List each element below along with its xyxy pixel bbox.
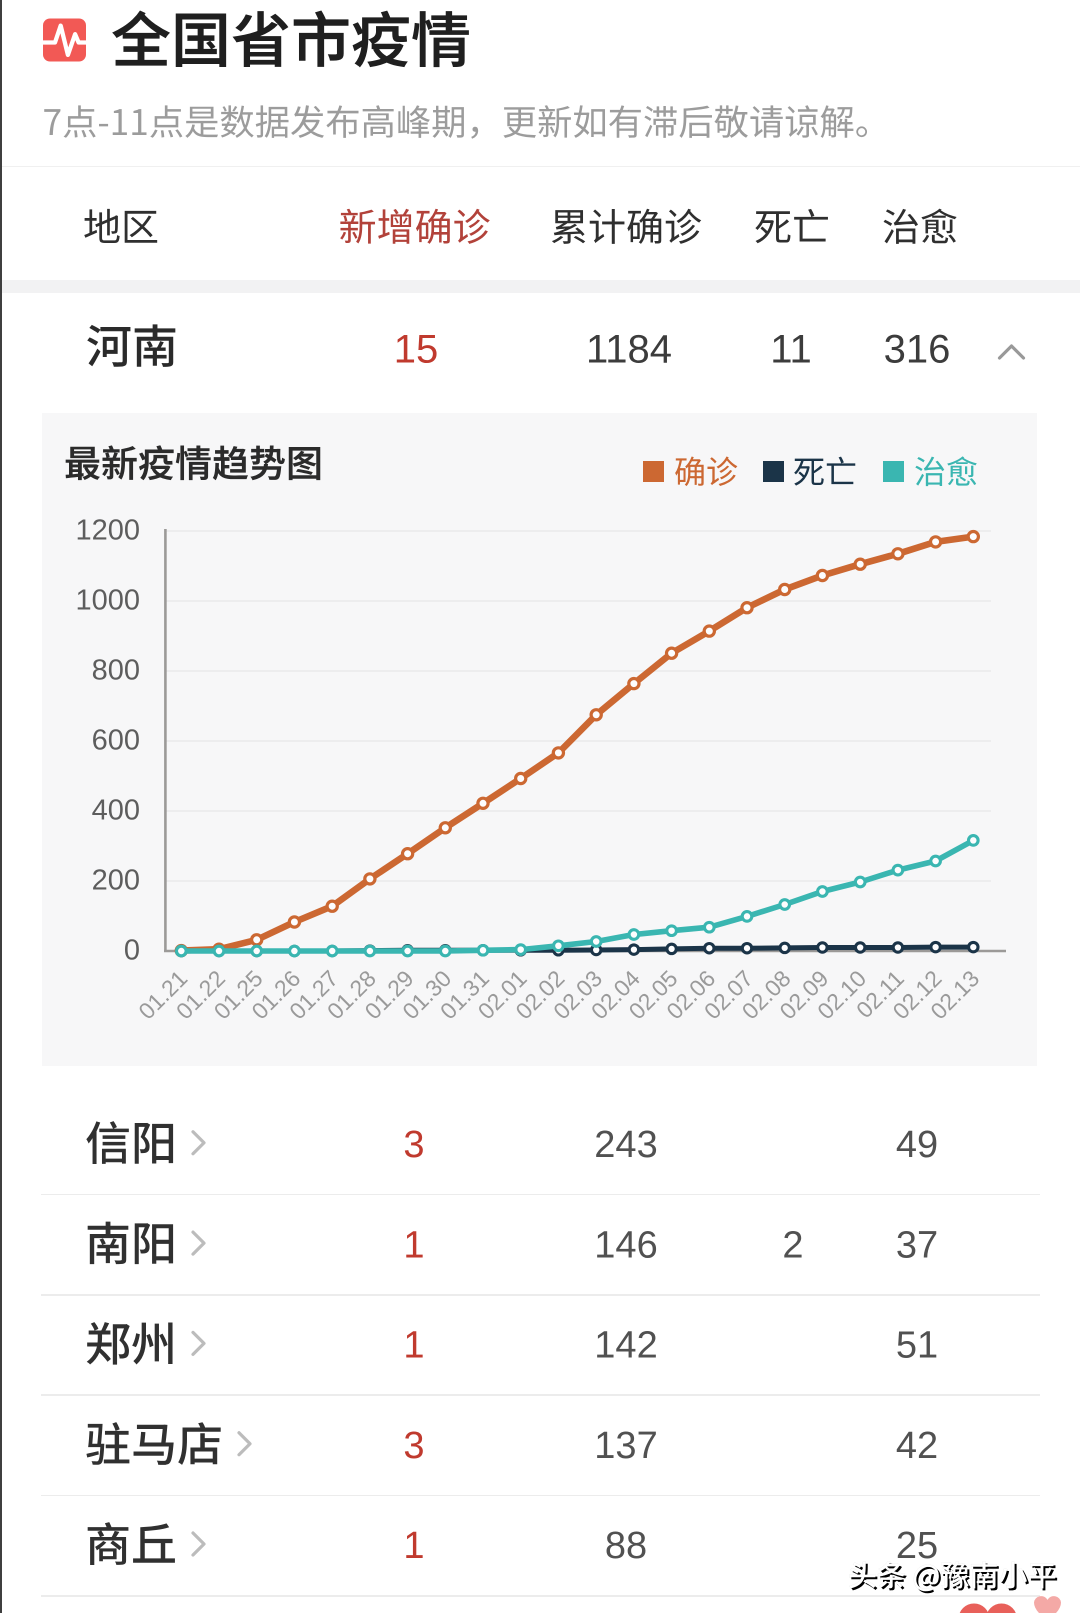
svg-text:15: 15 <box>394 328 439 372</box>
svg-text:316: 316 <box>884 328 951 372</box>
svg-text:400: 400 <box>92 795 140 827</box>
svg-text:2: 2 <box>782 1224 803 1266</box>
svg-text:0: 0 <box>124 935 140 967</box>
svg-text:142: 142 <box>594 1325 657 1367</box>
svg-text:243: 243 <box>594 1124 657 1166</box>
svg-text:146: 146 <box>594 1224 657 1266</box>
svg-text:49: 49 <box>896 1124 938 1166</box>
svg-text:1200: 1200 <box>75 515 140 547</box>
svg-text:3: 3 <box>403 1425 424 1467</box>
svg-text:37: 37 <box>896 1224 938 1266</box>
svg-text:1184: 1184 <box>586 328 672 372</box>
svg-text:1: 1 <box>403 1224 424 1266</box>
svg-text:25: 25 <box>896 1525 938 1567</box>
svg-text:42: 42 <box>896 1425 938 1467</box>
svg-text:137: 137 <box>594 1425 657 1467</box>
svg-text:88: 88 <box>605 1525 647 1567</box>
svg-text:800: 800 <box>92 655 140 687</box>
svg-text:11: 11 <box>770 328 812 372</box>
svg-text:200: 200 <box>92 865 140 897</box>
svg-text:1: 1 <box>403 1525 424 1567</box>
svg-text:1000: 1000 <box>75 585 140 617</box>
svg-text:600: 600 <box>92 725 140 757</box>
svg-text:51: 51 <box>896 1325 938 1367</box>
svg-text:1: 1 <box>403 1325 424 1367</box>
svg-text:3: 3 <box>403 1124 424 1166</box>
